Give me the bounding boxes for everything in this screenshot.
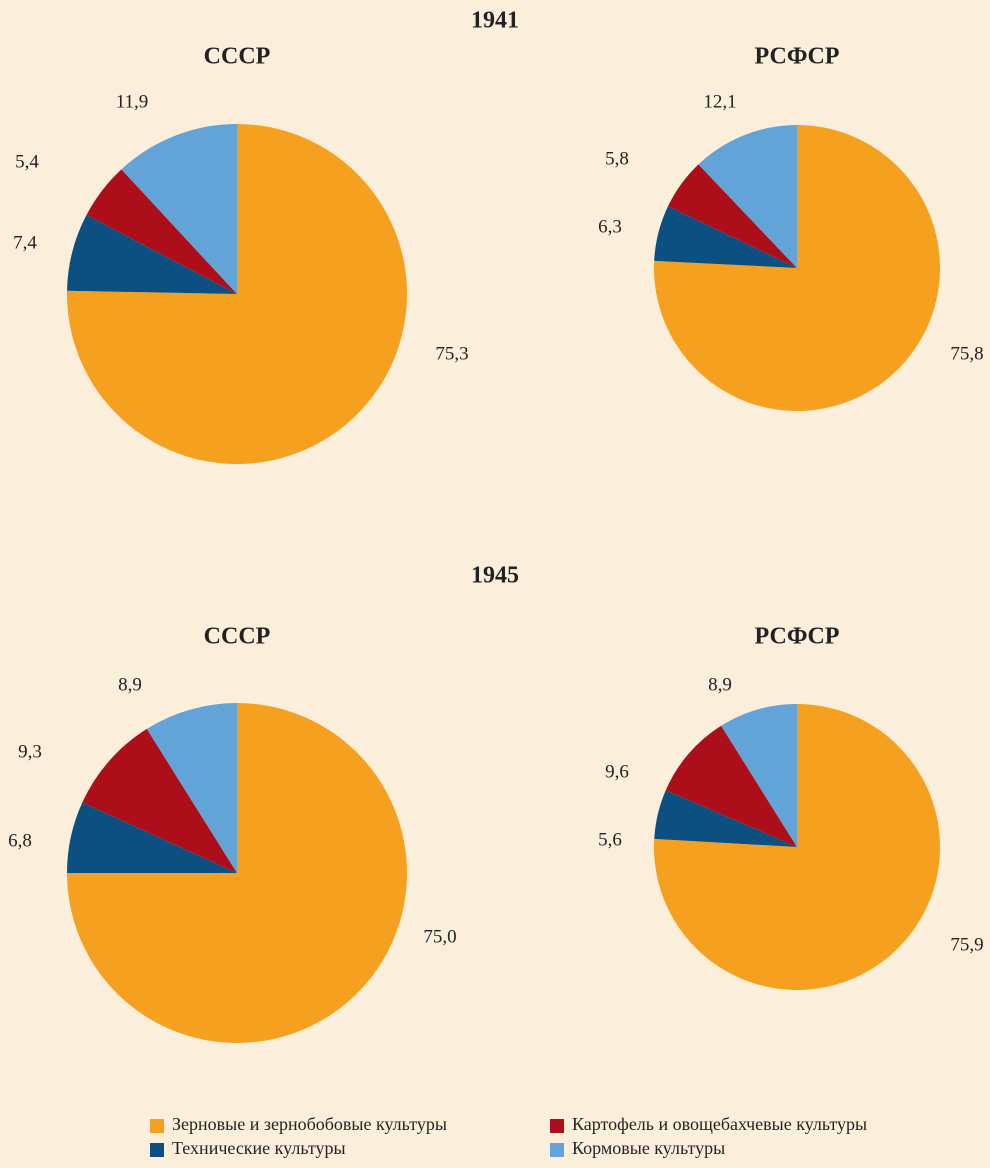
data-label: 8,9: [708, 674, 732, 695]
pie-slice: [67, 802, 237, 873]
pie-slice: [121, 124, 237, 294]
data-label: 5,6: [598, 829, 622, 850]
data-label: 7,4: [13, 232, 37, 253]
section-title: 1945: [471, 563, 519, 589]
pie-slice: [66, 124, 407, 465]
pie-slice: [86, 169, 237, 294]
pie-slice: [67, 214, 237, 294]
pie-slice: [667, 164, 797, 268]
data-label: 6,8: [8, 830, 32, 851]
pie-slice: [654, 790, 797, 847]
data-label: 12,1: [703, 91, 736, 112]
data-label: 75,8: [950, 343, 983, 364]
legend-label: Технические культуры: [172, 1138, 346, 1158]
pie-slice: [146, 703, 237, 873]
chart-title: РСФСР: [755, 624, 840, 650]
data-label: 8,9: [118, 674, 142, 695]
chart-title: РСФСР: [755, 44, 840, 70]
pie-slice: [721, 704, 797, 847]
pie-slice: [698, 125, 797, 268]
section-title: 1941: [471, 8, 519, 34]
data-label: 5,8: [605, 148, 629, 169]
data-label: 9,3: [18, 741, 42, 762]
legend-swatch: [150, 1119, 164, 1133]
data-label: 75,9: [950, 934, 983, 955]
data-label: 9,6: [605, 761, 629, 782]
pie-slice: [654, 206, 797, 268]
chart-title: СССР: [204, 624, 271, 650]
pie-slice: [665, 725, 797, 847]
data-label: 5,4: [15, 151, 39, 172]
legend-swatch: [550, 1143, 564, 1157]
chart-title: СССР: [204, 44, 271, 70]
data-label: 6,3: [598, 216, 622, 237]
legend-swatch: [150, 1143, 164, 1157]
legend-swatch: [550, 1119, 564, 1133]
pie-slice: [82, 728, 237, 873]
data-label: 11,9: [116, 91, 149, 112]
legend-label: Зерновые и зернобобовые культуры: [172, 1114, 447, 1134]
data-label: 75,3: [435, 343, 468, 364]
legend-label: Кормовые культуры: [572, 1138, 725, 1158]
data-label: 75,0: [423, 926, 456, 947]
legend-label: Картофель и овощебахчевые культуры: [572, 1114, 867, 1134]
